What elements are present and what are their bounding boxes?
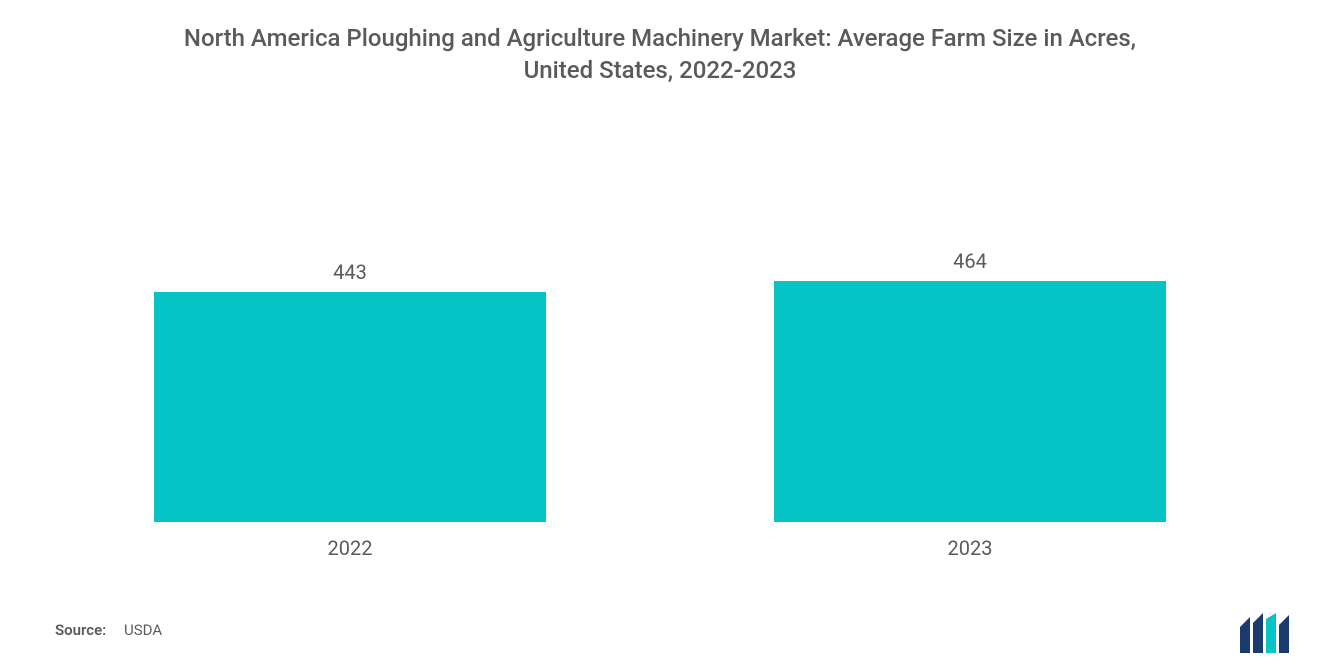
bar-chart: 443 2022 464 2023 [0,160,1320,560]
brand-logo-icon [1240,613,1298,653]
bar-value-1: 464 [953,249,987,273]
title-line-1: North America Ploughing and Agriculture … [184,24,1136,52]
bar-group-1: 464 2023 [697,249,1243,560]
bar-1 [774,281,1167,522]
title-line-2: United States, 2022-2023 [524,56,797,84]
bar-value-0: 443 [333,260,367,284]
source-value: USDA [124,621,162,639]
bar-group-0: 443 2022 [77,260,623,560]
chart-title: North America Ploughing and Agriculture … [0,0,1320,87]
bar-0 [154,292,547,522]
bar-category-0: 2022 [328,536,373,560]
bar-category-1: 2023 [948,536,993,560]
source-label: Source: [55,621,106,639]
source-line: Source: USDA [55,621,162,639]
